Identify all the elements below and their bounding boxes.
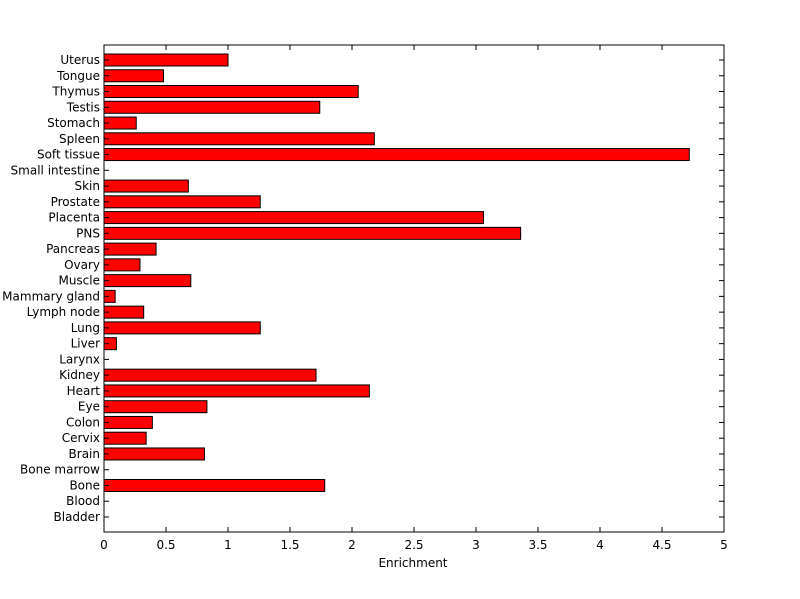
x-tick-label: 3 bbox=[472, 538, 480, 552]
y-tick-label: Ovary bbox=[64, 258, 100, 272]
y-tick-label: Bone marrow bbox=[20, 463, 100, 477]
y-tick-label: Bone bbox=[69, 478, 100, 492]
bar-testis bbox=[103, 100, 321, 114]
y-tick-label: Skin bbox=[74, 179, 100, 193]
bars-layer bbox=[103, 53, 690, 492]
bar-pancreas bbox=[103, 242, 157, 256]
y-tick-label: Blood bbox=[66, 494, 100, 508]
y-tick-label: Lymph node bbox=[27, 305, 100, 319]
bar-lung bbox=[103, 321, 261, 335]
bar-ovary bbox=[103, 258, 141, 272]
bar-pns bbox=[103, 226, 522, 240]
x-tick-label: 2.5 bbox=[404, 538, 423, 552]
x-tick-label: 1 bbox=[224, 538, 232, 552]
bar-tongue bbox=[103, 69, 165, 83]
x-axis-label: Enrichment bbox=[378, 556, 447, 570]
bar-thymus bbox=[103, 85, 359, 99]
x-tick-label: 2 bbox=[348, 538, 356, 552]
bar-spleen bbox=[103, 132, 375, 146]
y-tick-label: Stomach bbox=[47, 116, 100, 130]
y-tick-label: Soft tissue bbox=[37, 148, 100, 162]
bar-lymph-node bbox=[103, 305, 145, 319]
y-tick-label: Uterus bbox=[60, 53, 100, 67]
y-tick-label: Pancreas bbox=[46, 242, 100, 256]
y-tick-label: Placenta bbox=[48, 211, 100, 225]
y-tick-label: Tongue bbox=[56, 69, 100, 83]
y-tick-label: Small intestine bbox=[11, 163, 100, 177]
bar-bone bbox=[103, 478, 326, 492]
y-tick-label: Colon bbox=[66, 415, 100, 429]
x-tick-label: 4 bbox=[596, 538, 604, 552]
x-tick-label: 0.5 bbox=[156, 538, 175, 552]
y-tick-label: Brain bbox=[69, 447, 100, 461]
y-tick-label: Spleen bbox=[59, 132, 100, 146]
y-tick-label: Larynx bbox=[59, 352, 100, 366]
x-tick-label: 3.5 bbox=[528, 538, 547, 552]
y-tick-label: Bladder bbox=[54, 510, 101, 524]
bar-cervix bbox=[103, 431, 147, 445]
bar-prostate bbox=[103, 195, 261, 209]
bar-kidney bbox=[103, 368, 317, 382]
bar-uterus bbox=[103, 53, 229, 67]
y-tick-label: Thymus bbox=[51, 85, 100, 99]
bar-heart bbox=[103, 384, 370, 398]
bar-skin bbox=[103, 179, 189, 193]
y-tick-label: Heart bbox=[67, 384, 101, 398]
x-axis-ticks: 0 0.5 1 1.5 2 2.5 3 3.5 4 4.5 5 bbox=[100, 45, 728, 552]
x-tick-label: 1.5 bbox=[280, 538, 299, 552]
bar-colon bbox=[103, 415, 153, 429]
y-tick-label: Cervix bbox=[62, 431, 100, 445]
y-tick-label: Testis bbox=[66, 100, 100, 114]
x-tick-label: 5 bbox=[720, 538, 728, 552]
y-tick-label: Kidney bbox=[59, 368, 100, 382]
y-tick-label: Mammary gland bbox=[2, 289, 100, 303]
y-tick-label: Prostate bbox=[51, 195, 100, 209]
bar-placenta bbox=[103, 211, 484, 225]
bar-eye bbox=[103, 400, 208, 414]
y-tick-label: PNS bbox=[76, 226, 100, 240]
y-tick-label: Lung bbox=[71, 321, 100, 335]
y-tick-label: Muscle bbox=[58, 274, 100, 288]
y-tick-label: Liver bbox=[71, 337, 101, 351]
bar-soft-tissue bbox=[103, 148, 690, 162]
y-tick-label: Eye bbox=[78, 400, 100, 414]
bar-muscle bbox=[103, 274, 192, 288]
x-tick-label: 4.5 bbox=[652, 538, 671, 552]
bar-brain bbox=[103, 447, 205, 461]
x-tick-label: 0 bbox=[100, 538, 108, 552]
